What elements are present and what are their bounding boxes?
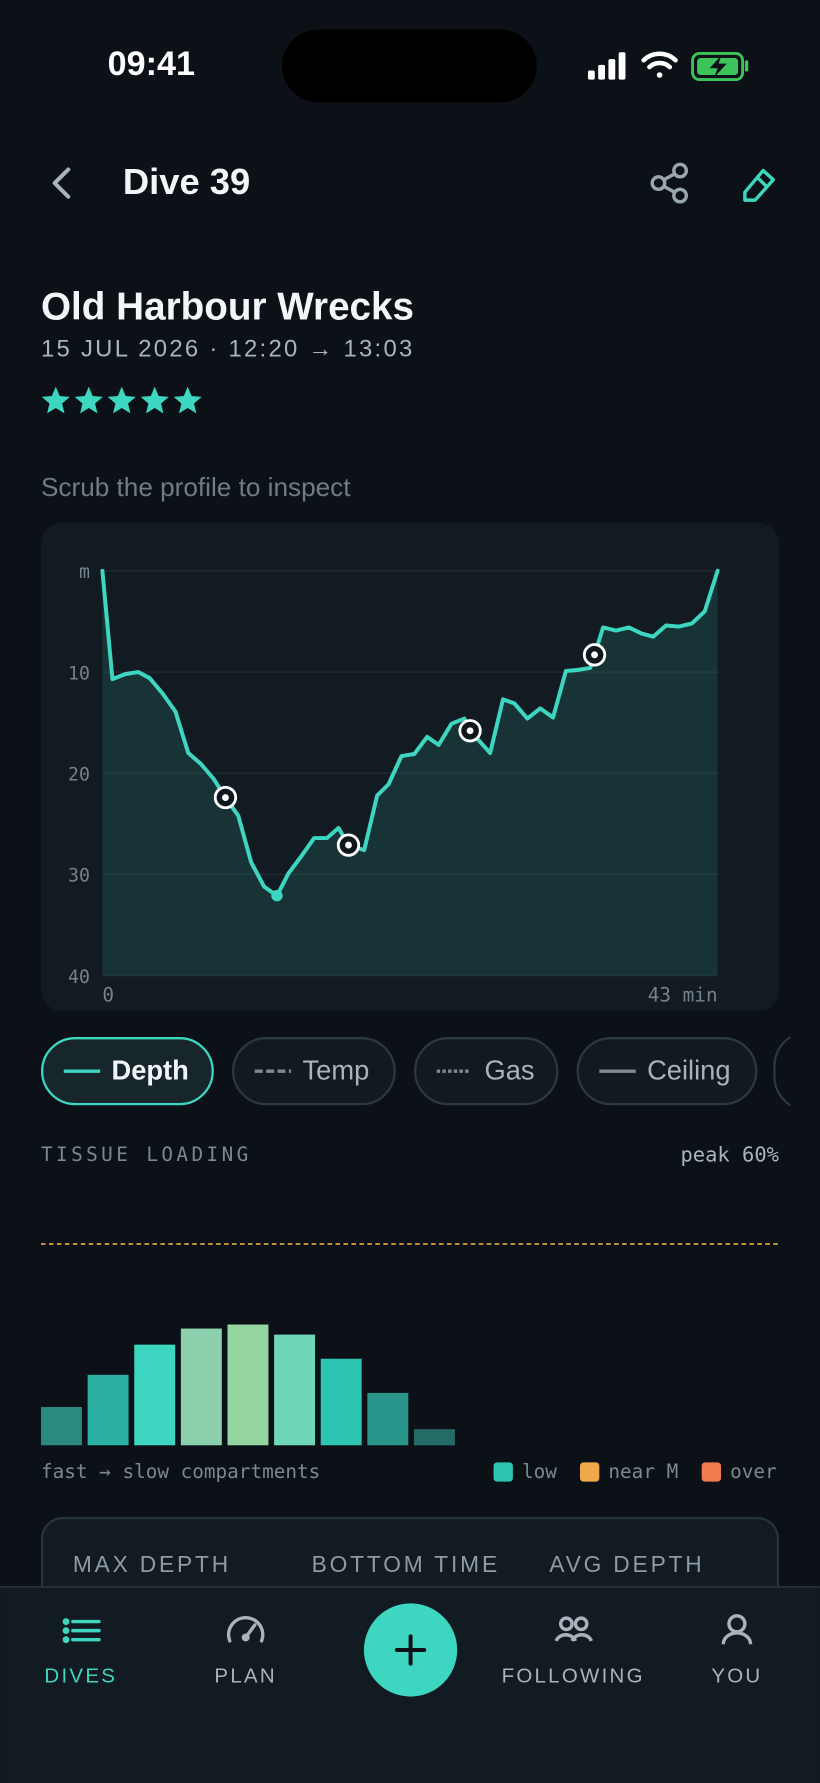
- tissue-title: TISSUE LOADING: [41, 1143, 252, 1166]
- filter-pill[interactable]: [413, 1037, 559, 1106]
- bar: [41, 1407, 82, 1446]
- add-icon: [394, 1634, 427, 1666]
- dive-datetime: 15 JUL 2026 · 12:20 → 13:03: [41, 336, 415, 363]
- wifi-icon: [641, 51, 678, 78]
- filter-pill[interactable]: [41, 1037, 214, 1106]
- share-button[interactable]: [650, 162, 689, 204]
- tissue-chart: TISSUE LOADING peak 60% fast → slow compar…: [41, 1142, 779, 1483]
- dynamic-island: [282, 29, 537, 103]
- y-tick-label: 30: [68, 866, 90, 887]
- status-time: 09:41: [108, 45, 195, 83]
- y-tick-label: m: [79, 562, 90, 583]
- tab-label[interactable]: DIVES: [44, 1665, 117, 1688]
- tissue-annotation: peak 60%: [680, 1142, 779, 1166]
- tab-labels: DIVES PLAN FOLLOWING YOU: [44, 1665, 762, 1688]
- star: [74, 386, 103, 414]
- signal-icon: [587, 52, 626, 80]
- plan-icon: [226, 1615, 265, 1643]
- dive-site: Old Harbour Wrecks: [41, 286, 414, 329]
- y-tick-label: 20: [68, 765, 90, 786]
- stats-labels: MAX DEPTH BOTTOM TIME AVG DEPTH: [73, 1551, 704, 1577]
- bar: [367, 1392, 409, 1446]
- stat-label: BOTTOM TIME: [312, 1551, 500, 1577]
- back-button[interactable]: [52, 167, 71, 199]
- x-axis-label: fast → slow compartments: [41, 1460, 320, 1483]
- event-marker-dot: [345, 841, 352, 849]
- tab-label[interactable]: YOU: [711, 1665, 762, 1688]
- stat-label: MAX DEPTH: [73, 1551, 231, 1577]
- filter-label: Temp: [303, 1055, 370, 1086]
- filter-label: Depth: [112, 1055, 189, 1086]
- x-tick-label: 43 min: [648, 984, 718, 1007]
- max-depth-point: [271, 890, 283, 902]
- legend-label: over: [730, 1460, 777, 1483]
- y-tick-label: 10: [68, 663, 90, 684]
- legend-label: near M: [608, 1460, 678, 1483]
- rating: [41, 386, 202, 414]
- filter-pill-overflow[interactable]: [773, 1036, 792, 1107]
- star: [173, 386, 202, 414]
- x-tick-label: 0: [102, 984, 114, 1007]
- legend-swatch: [701, 1462, 722, 1482]
- depth-profile-chart[interactable]: m 10 20 30 40 0 43 min: [68, 562, 720, 1007]
- battery-icon: [691, 52, 749, 82]
- stat-label: AVG DEPTH: [549, 1551, 704, 1577]
- bar: [87, 1374, 129, 1446]
- filter-pill[interactable]: [576, 1037, 758, 1106]
- bar: [227, 1324, 269, 1446]
- dives-icon: [62, 1618, 101, 1644]
- legend-swatch: [493, 1462, 513, 1482]
- tab-label[interactable]: FOLLOWING: [502, 1665, 645, 1688]
- bar: [413, 1429, 455, 1446]
- filter-label: Gas: [484, 1055, 534, 1086]
- filter-pill[interactable]: [232, 1037, 396, 1106]
- you-icon: [721, 1614, 753, 1645]
- bar: [274, 1334, 316, 1446]
- hint: Scrub the profile to inspect: [41, 472, 351, 502]
- bar: [180, 1328, 222, 1446]
- screen-title: Dive 39: [123, 161, 250, 202]
- star: [107, 386, 136, 414]
- filter-pills: Depth Temp Gas Ceiling: [41, 1037, 758, 1106]
- legend-label: low: [522, 1460, 557, 1483]
- tab-icons: [62, 1614, 753, 1645]
- bar: [134, 1344, 176, 1446]
- event-marker-dot: [466, 727, 474, 735]
- edit-button[interactable]: [743, 168, 776, 202]
- star: [140, 386, 169, 414]
- y-tick-label: 40: [68, 967, 90, 988]
- following-icon: [554, 1616, 593, 1642]
- legend-swatch: [579, 1462, 600, 1482]
- event-marker-dot: [222, 794, 229, 801]
- depth-line: [100, 568, 720, 898]
- filter-label: Ceiling: [647, 1055, 730, 1086]
- tab-label[interactable]: PLAN: [214, 1665, 277, 1688]
- event-marker-dot: [591, 651, 598, 659]
- star: [41, 386, 70, 414]
- bar: [320, 1358, 362, 1446]
